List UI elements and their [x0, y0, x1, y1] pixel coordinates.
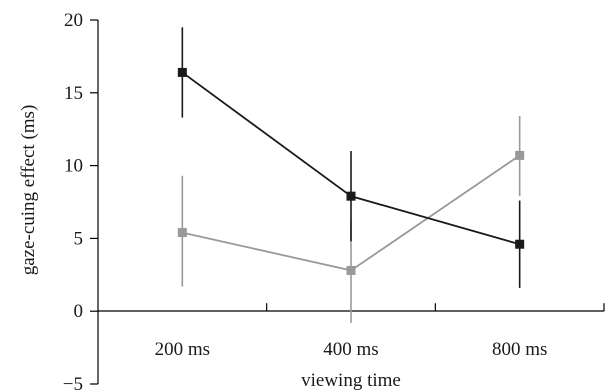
data-point — [515, 150, 525, 160]
y-tick-label: 5 — [74, 228, 84, 249]
series-layer — [177, 27, 525, 323]
y-axis-title: gaze-cuing effect (ms) — [18, 105, 39, 276]
data-point — [177, 67, 187, 77]
y-tick-label: 15 — [64, 83, 83, 104]
series-1 — [177, 27, 525, 288]
data-point — [177, 228, 187, 238]
x-tick-label: 800 ms — [492, 339, 547, 360]
y-tick-label: 10 — [64, 156, 83, 177]
y-tick-label: −5 — [63, 374, 83, 392]
x-tick-label: 200 ms — [155, 339, 210, 360]
y-tick-label: 0 — [74, 301, 84, 322]
y-ticks: −5 0 5 10 15 20 — [63, 10, 98, 392]
x-ticks: 200 ms 400 ms 800 ms — [155, 303, 605, 360]
series-2 — [177, 116, 525, 323]
y-tick-label: 20 — [64, 10, 83, 31]
data-point — [515, 239, 525, 249]
data-point — [346, 265, 356, 275]
data-point — [346, 191, 356, 201]
x-axis-title: viewing time — [301, 370, 401, 391]
x-tick-label: 400 ms — [323, 339, 378, 360]
